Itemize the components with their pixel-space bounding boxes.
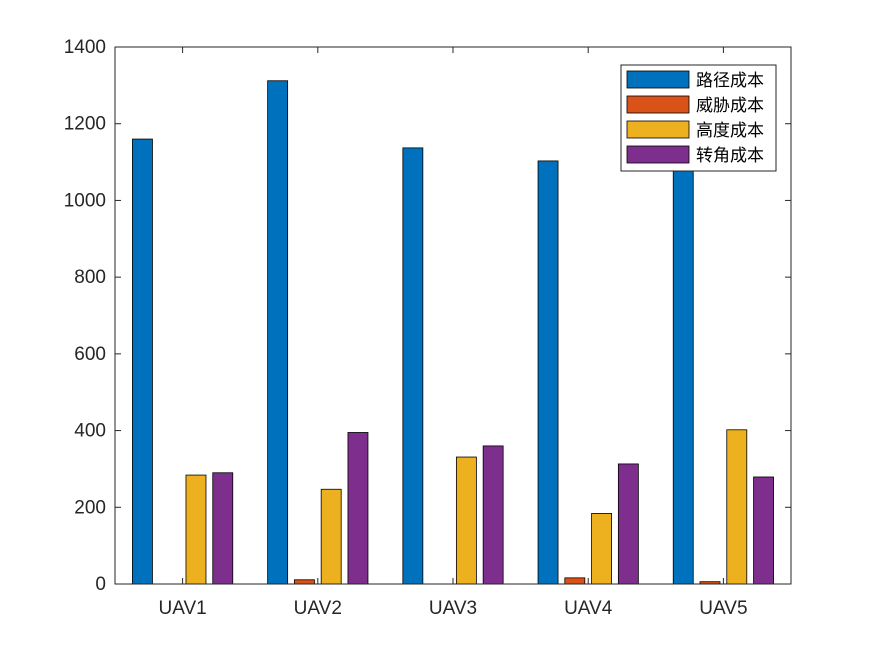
bar-uav1-series-1 xyxy=(132,138,153,585)
bar-uav4-series-2 xyxy=(564,577,586,585)
bar-uav2-series-2 xyxy=(294,579,315,585)
x-tick-label: UAV2 xyxy=(294,598,342,619)
legend-label: 路径成本 xyxy=(696,71,764,91)
bar-uav4-series-1 xyxy=(537,160,559,585)
legend-swatch xyxy=(626,70,690,89)
y-tick-label: 600 xyxy=(74,344,106,365)
axes-group: 0 200 400 600 800 1000 1200 1400 UAV1 UAV2 UAV3 UAV… xyxy=(64,37,792,619)
bar-uav3-series-4 xyxy=(482,445,504,585)
x-tick-label: UAV3 xyxy=(429,598,477,619)
bar-uav2-series-4 xyxy=(347,432,369,585)
bar-uav5-series-3 xyxy=(726,429,748,585)
x-tick-label: UAV5 xyxy=(699,598,747,619)
legend-swatch xyxy=(626,95,690,114)
bar-uav2-series-3 xyxy=(320,488,342,585)
legend-label: 高度成本 xyxy=(696,121,764,141)
bars-group xyxy=(132,80,774,585)
bar-uav1-series-4 xyxy=(212,472,234,585)
y-tick-label: 1200 xyxy=(64,114,106,135)
legend-swatch xyxy=(626,145,690,164)
bar-uav3-series-1 xyxy=(402,147,424,585)
bar-uav4-series-4 xyxy=(617,463,639,585)
legend-label: 转角成本 xyxy=(696,146,764,166)
y-tick-label: 1400 xyxy=(64,37,106,58)
legend-swatch xyxy=(626,120,690,139)
bar-uav5-series-1 xyxy=(672,146,694,585)
y-tick-label: 400 xyxy=(74,421,106,442)
x-tick-label: UAV1 xyxy=(158,598,206,619)
x-tick-label: UAV4 xyxy=(564,598,613,619)
bar-uav5-series-4 xyxy=(753,476,774,585)
bar-uav2-series-1 xyxy=(267,80,289,585)
bar-uav3-series-3 xyxy=(455,456,477,585)
y-tick-label: 200 xyxy=(74,497,106,518)
y-tick-label: 0 xyxy=(95,574,106,595)
y-tick-label: 800 xyxy=(74,267,106,288)
bar-uav4-series-3 xyxy=(591,513,612,585)
y-tick-label: 1000 xyxy=(64,190,106,211)
bar-uav1-series-3 xyxy=(185,474,207,585)
legend-label: 威胁成本 xyxy=(696,96,764,116)
